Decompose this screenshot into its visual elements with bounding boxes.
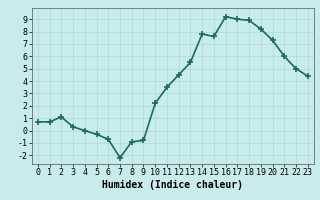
X-axis label: Humidex (Indice chaleur): Humidex (Indice chaleur) <box>102 180 243 190</box>
